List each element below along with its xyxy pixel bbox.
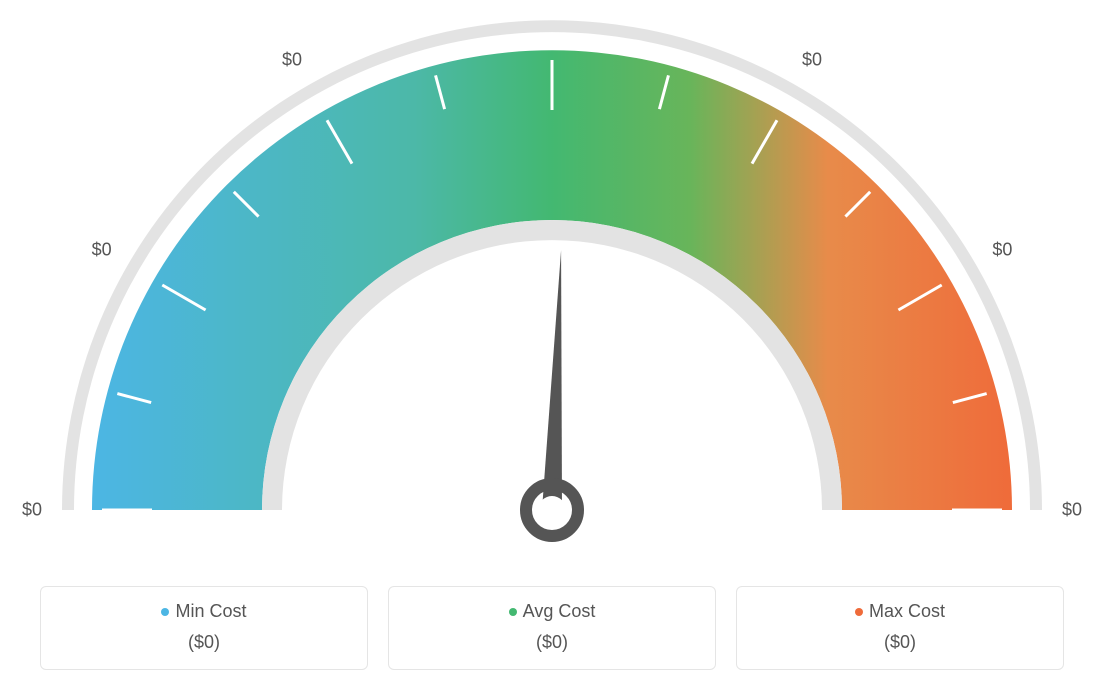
legend-title-avg: Avg Cost	[399, 601, 705, 622]
gauge-tick-label: $0	[992, 240, 1012, 261]
legend-card-max: Max Cost ($0)	[736, 586, 1064, 670]
gauge-tick-label: $0	[22, 500, 42, 521]
legend-dot-max	[855, 608, 863, 616]
gauge-tick-label: $0	[1062, 500, 1082, 521]
gauge-tick-label: $0	[802, 49, 822, 70]
legend-value-avg: ($0)	[399, 632, 705, 653]
cost-gauge-container: $0 $0 $0 $0 $0 $0 $0 Min Cost ($0) Avg Cost ($…	[0, 0, 1104, 690]
legend-title-min: Min Cost	[51, 601, 357, 622]
gauge-tick-label: $0	[92, 240, 112, 261]
legend-value-min: ($0)	[51, 632, 357, 653]
legend-dot-min	[161, 608, 169, 616]
legend-label-avg: Avg Cost	[523, 601, 596, 621]
legend-dot-avg	[509, 608, 517, 616]
legend-card-min: Min Cost ($0)	[40, 586, 368, 670]
legend-value-max: ($0)	[747, 632, 1053, 653]
legend-title-max: Max Cost	[747, 601, 1053, 622]
gauge-tick-label: $0	[542, 0, 562, 1]
gauge-tick-label: $0	[282, 49, 302, 70]
legend-label-min: Min Cost	[175, 601, 246, 621]
legend-row: Min Cost ($0) Avg Cost ($0) Max Cost ($0…	[40, 586, 1064, 670]
gauge-chart: $0 $0 $0 $0 $0 $0 $0	[0, 0, 1104, 560]
legend-card-avg: Avg Cost ($0)	[388, 586, 716, 670]
legend-label-max: Max Cost	[869, 601, 945, 621]
